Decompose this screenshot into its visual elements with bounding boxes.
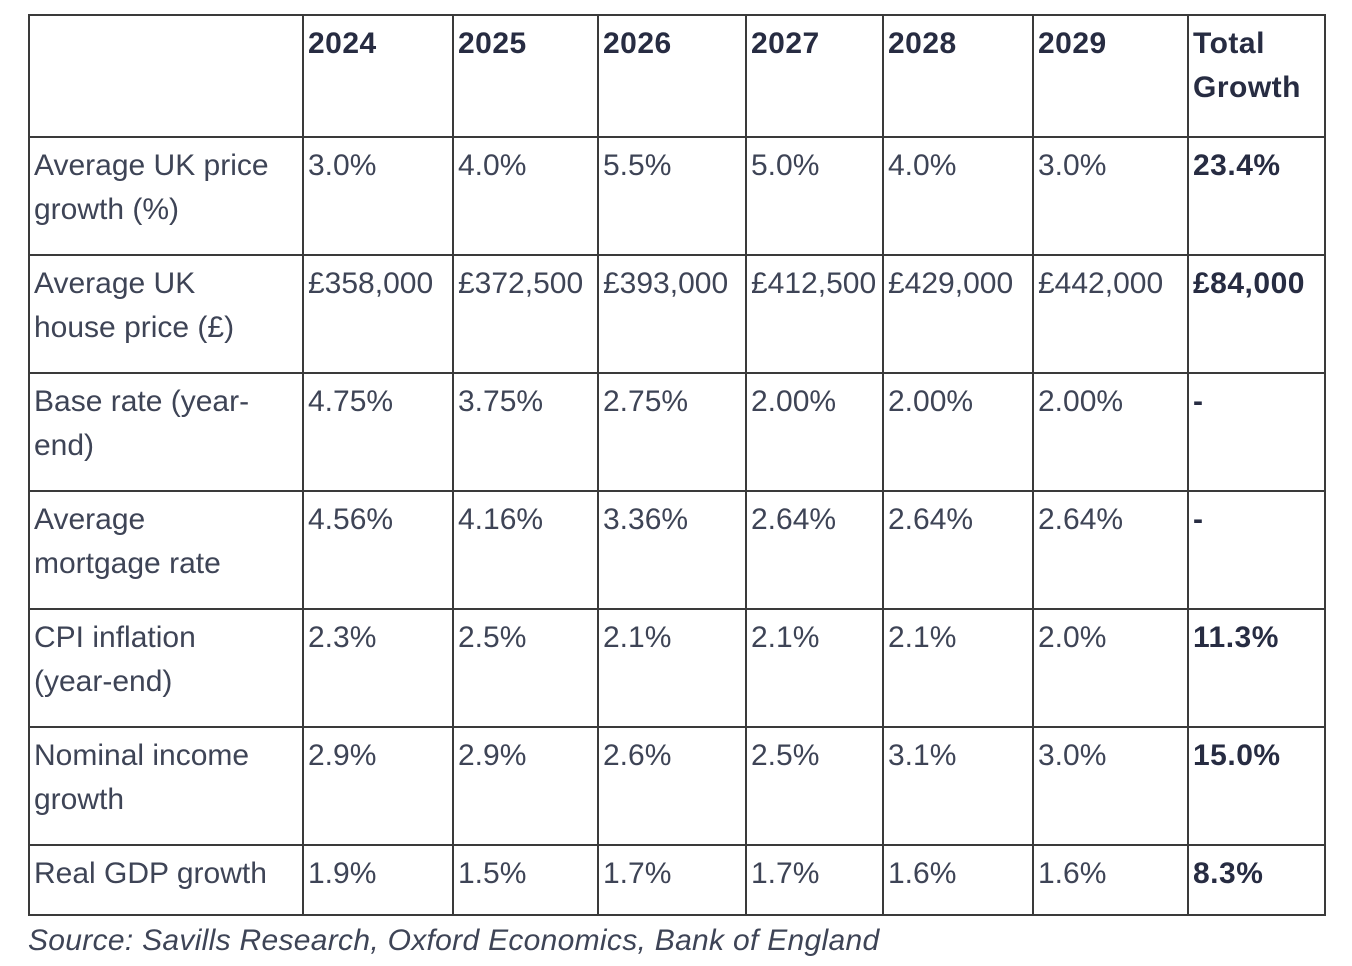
cell-total: 23.4% <box>1187 136 1326 256</box>
cell-value: 2.0% <box>1032 608 1189 728</box>
cell-value: 1.6% <box>1032 844 1189 916</box>
cell-value: 2.64% <box>745 490 884 610</box>
cell-value: 2.75% <box>597 372 747 492</box>
column-header-2029: 2029 <box>1032 14 1189 138</box>
cell-value: 2.5% <box>745 726 884 846</box>
cell-value: 1.5% <box>452 844 599 916</box>
row-label: Average UK price growth (%) <box>28 136 304 256</box>
column-header-2028: 2028 <box>882 14 1034 138</box>
cell-value: 4.75% <box>302 372 454 492</box>
cell-value: 2.64% <box>1032 490 1189 610</box>
cell-total: - <box>1187 372 1326 492</box>
cell-value: 2.5% <box>452 608 599 728</box>
cell-value: 2.9% <box>452 726 599 846</box>
cell-value: 3.0% <box>302 136 454 256</box>
cell-value: 2.64% <box>882 490 1034 610</box>
cell-total: 8.3% <box>1187 844 1326 916</box>
forecast-table: 2024 2025 2026 2027 2028 2029 Total Grow… <box>28 14 1326 916</box>
table-row-mortgage-rate: Average mortgage rate 4.56% 4.16% 3.36% … <box>28 490 1326 610</box>
row-label: CPI inflation (year-end) <box>28 608 304 728</box>
column-header-total-growth: Total Growth <box>1187 14 1326 138</box>
row-label: Base rate (year- end) <box>28 372 304 492</box>
cell-value: £442,000 <box>1032 254 1189 374</box>
cell-value: £393,000 <box>597 254 747 374</box>
table-row-cpi-inflation: CPI inflation (year-end) 2.3% 2.5% 2.1% … <box>28 608 1326 728</box>
cell-value: 3.0% <box>1032 136 1189 256</box>
row-label: Nominal income growth <box>28 726 304 846</box>
table-row-price-growth: Average UK price growth (%) 3.0% 4.0% 5.… <box>28 136 1326 256</box>
cell-value: 1.7% <box>745 844 884 916</box>
cell-value: 2.1% <box>597 608 747 728</box>
cell-value: 3.1% <box>882 726 1034 846</box>
row-label: Average UK house price (£) <box>28 254 304 374</box>
cell-total: 11.3% <box>1187 608 1326 728</box>
cell-value: 2.9% <box>302 726 454 846</box>
cell-value: 2.6% <box>597 726 747 846</box>
cell-value: 5.0% <box>745 136 884 256</box>
cell-value: 2.1% <box>745 608 884 728</box>
source-note: Source: Savills Research, Oxford Economi… <box>28 924 880 957</box>
cell-value: 5.5% <box>597 136 747 256</box>
cell-value: 4.0% <box>452 136 599 256</box>
column-header-blank <box>28 14 304 138</box>
table-row-nominal-income: Nominal income growth 2.9% 2.9% 2.6% 2.5… <box>28 726 1326 846</box>
cell-total: 15.0% <box>1187 726 1326 846</box>
cell-value: 2.00% <box>745 372 884 492</box>
cell-value: 1.6% <box>882 844 1034 916</box>
cell-total: £84,000 <box>1187 254 1326 374</box>
cell-value: 2.1% <box>882 608 1034 728</box>
cell-value: 3.36% <box>597 490 747 610</box>
cell-value: 2.00% <box>882 372 1034 492</box>
cell-value: 2.00% <box>1032 372 1189 492</box>
row-label: Real GDP growth <box>28 844 304 916</box>
cell-value: 4.16% <box>452 490 599 610</box>
cell-value: £372,500 <box>452 254 599 374</box>
header-row: 2024 2025 2026 2027 2028 2029 Total Grow… <box>28 14 1326 138</box>
row-label: Average mortgage rate <box>28 490 304 610</box>
cell-value: 2.3% <box>302 608 454 728</box>
cell-value: 1.9% <box>302 844 454 916</box>
column-header-2026: 2026 <box>597 14 747 138</box>
cell-value: 4.0% <box>882 136 1034 256</box>
cell-value: 3.0% <box>1032 726 1189 846</box>
column-header-2025: 2025 <box>452 14 599 138</box>
table-row-base-rate: Base rate (year- end) 4.75% 3.75% 2.75% … <box>28 372 1326 492</box>
column-header-2024: 2024 <box>302 14 454 138</box>
cell-value: 1.7% <box>597 844 747 916</box>
table-row-real-gdp: Real GDP growth 1.9% 1.5% 1.7% 1.7% 1.6%… <box>28 844 1326 916</box>
cell-value: 4.56% <box>302 490 454 610</box>
cell-value: 3.75% <box>452 372 599 492</box>
cell-value: £429,000 <box>882 254 1034 374</box>
cell-value: £412,500 <box>745 254 884 374</box>
cell-value: £358,000 <box>302 254 454 374</box>
column-header-2027: 2027 <box>745 14 884 138</box>
table-row-house-price: Average UK house price (£) £358,000 £372… <box>28 254 1326 374</box>
cell-total: - <box>1187 490 1326 610</box>
